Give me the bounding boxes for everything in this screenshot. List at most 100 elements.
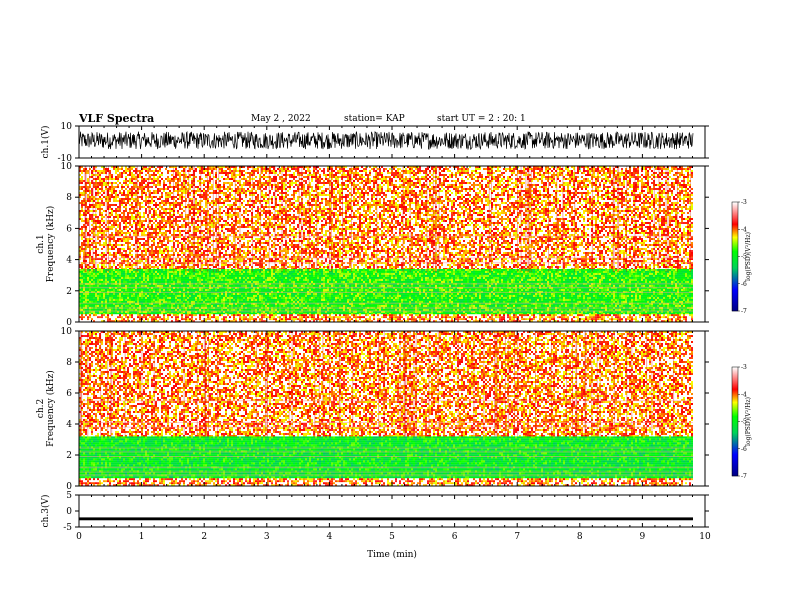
ch1-spectrogram-cell	[153, 168, 155, 170]
ch1-spectrogram-cell	[155, 168, 157, 170]
ch1-spectrogram-cell	[357, 168, 359, 170]
ch1-spectrogram-cell	[277, 168, 279, 170]
ch1-spectrogram-cell	[445, 168, 447, 170]
ch1-spectrogram-cell	[157, 168, 159, 170]
ch1-spectrogram-cell	[399, 168, 401, 170]
ch1-spectrogram-cell	[287, 168, 289, 170]
ch1-spectrogram-cell	[243, 168, 245, 170]
ch1-spectrogram-cell	[415, 168, 417, 170]
ch1-spectrogram-cell	[149, 168, 151, 170]
ch1-spectrogram-cell	[385, 168, 387, 170]
ch1-spectrogram-cell	[223, 168, 225, 170]
ch1-spectrogram-cell	[355, 168, 357, 170]
ch1-spectrogram-cell	[111, 168, 113, 170]
ch1-spectrogram-cell	[363, 168, 365, 170]
ch1-spectrogram-cell	[463, 168, 465, 170]
ch1-spectrogram-cell	[229, 168, 231, 170]
ch1-spectrogram-cell	[177, 168, 179, 170]
ch1-spectrogram-cell	[461, 168, 463, 170]
ch1-spectrogram-cell	[205, 168, 207, 170]
ch1-spectrogram-cell	[115, 168, 117, 170]
ch1-spectrogram-cell	[181, 168, 183, 170]
ch1-spectrogram-cell	[313, 168, 315, 170]
ch1-spectrogram-cell	[417, 168, 419, 170]
ch1-spectrogram-cell	[125, 168, 127, 170]
ch1-spectrogram-cell	[159, 168, 161, 170]
ch1-spectrogram-cell	[359, 168, 361, 170]
ch1-spectrogram-cell	[221, 168, 223, 170]
ch1-spectrogram-cell	[279, 168, 281, 170]
ch1-spectrogram-cell	[101, 168, 103, 170]
ch1-spectrogram-cell	[209, 168, 211, 170]
ch1-spectrogram-cell	[263, 168, 265, 170]
ch1-spectrogram-cell	[227, 168, 229, 170]
ch1-spectrogram-cell	[109, 168, 111, 170]
ch1-spectrogram-cell	[327, 168, 329, 170]
ch1-spectrogram-cell	[307, 168, 309, 170]
ch1-spectrogram-cell	[311, 168, 313, 170]
vlf-figure: 10-10ch.1(V)0246810ch.1 Frequency (kHz)-3…	[0, 0, 792, 612]
ch1-spectrogram-cell	[345, 168, 347, 170]
ch1-spectrogram-cell	[457, 168, 459, 170]
ch1-spectrogram-cell	[87, 168, 89, 170]
ch1-spectrogram-cell	[367, 168, 369, 170]
ch1-spectrogram-cell	[343, 168, 345, 170]
ch1-spectrogram-cell	[133, 168, 135, 170]
ch1-spectrogram-cell	[441, 168, 443, 170]
ch1-spectrogram-cell	[165, 168, 167, 170]
ch1-spectrogram-cell	[283, 168, 285, 170]
ch1-spectrogram-cell	[233, 168, 235, 170]
ch1-spectrogram-cell	[381, 168, 383, 170]
y-tick-label: 10	[61, 122, 73, 132]
ch1-spectrogram-cell	[305, 168, 307, 170]
ch1-spectrogram-cell	[317, 168, 319, 170]
ch1-spectrogram-cell	[81, 168, 83, 170]
ch1-spectrogram-cell	[195, 168, 197, 170]
ch1-spectrogram-cell	[253, 168, 255, 170]
ch1-spectrogram-cell	[219, 168, 221, 170]
ch1-spectrogram-cell	[405, 168, 407, 170]
ch1-spectrogram-cell	[271, 168, 273, 170]
ch1-spectrogram-cell	[289, 168, 291, 170]
ch1-spectrogram-cell	[183, 168, 185, 170]
ch1-spectrogram-cell	[131, 168, 133, 170]
ch1-spectrogram-cell	[339, 168, 341, 170]
ch1-spectrogram-cell	[295, 168, 297, 170]
ch1-spectrogram-cell	[145, 168, 147, 170]
ch1-spectrogram-cell	[129, 168, 131, 170]
ch1-spectrogram-cell	[451, 168, 453, 170]
ch1-spectrogram-cell	[397, 168, 399, 170]
ch1-spectrogram-cell	[319, 168, 321, 170]
ch1-spectrogram-cell	[97, 168, 99, 170]
ch1-spectrogram-cell	[231, 168, 233, 170]
ch1-spectrogram-cell	[151, 168, 153, 170]
ch1-spectrogram-cell	[119, 168, 121, 170]
ch1-spectrogram-cell	[395, 168, 397, 170]
ch1-spectrogram-cell	[175, 168, 177, 170]
ch1-spectrogram-cell	[335, 168, 337, 170]
ch1-spectrogram-cell	[429, 168, 431, 170]
ch1-spectrogram-cell	[143, 168, 145, 170]
ch1-spectrogram-cell	[447, 168, 449, 170]
ch1-spectrogram-cell	[365, 168, 367, 170]
ch1-spectrogram-cell	[467, 168, 469, 170]
ch1-spectrogram-cell	[423, 168, 425, 170]
ch1-spectrogram-cell	[325, 168, 327, 170]
ch1-spectrogram-cell	[465, 168, 467, 170]
ch1-waveform-ylabel: ch.1(V)	[40, 126, 51, 159]
ch1-spectrogram-cell	[211, 168, 213, 170]
ch1-spectrogram-cell	[257, 168, 259, 170]
ch1-spectrogram-cell	[113, 168, 115, 170]
ch1-spectrogram-cell	[103, 168, 105, 170]
ch1-spectrogram-cell	[171, 168, 173, 170]
ch1-spectrogram-cell	[255, 168, 257, 170]
ch1-spectrogram-cell	[455, 168, 457, 170]
ch1-spectrogram-cell	[347, 168, 349, 170]
ch1-spectrogram-cell	[139, 168, 141, 170]
ch1-spectrogram-cell	[379, 168, 381, 170]
ch1-spectrogram-cell	[189, 168, 191, 170]
ch1-spectrogram-cell	[123, 168, 125, 170]
ch1-spectrogram-cell	[293, 168, 295, 170]
ch1-spectrogram-cell	[353, 168, 355, 170]
ch1-spectrogram-cell	[117, 168, 119, 170]
